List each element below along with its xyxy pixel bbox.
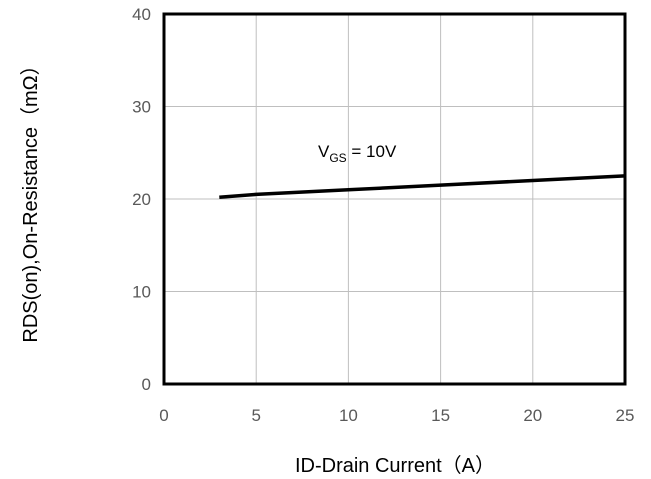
y-tick-label: 10 [132,283,151,302]
y-tick-label: 40 [132,5,151,24]
x-tick-label: 15 [431,406,450,425]
x-tick-label: 0 [159,406,168,425]
y-axis-label: RDS(on),On-Resistance（mΩ） [19,55,42,342]
plot-frame [162,12,627,386]
x-tick-label: 5 [251,406,260,425]
x-tick-label: 25 [616,406,635,425]
vgs-annotation: VGS = 10V [318,142,397,165]
x-tick-label: 10 [339,406,358,425]
y-tick-label: 20 [132,190,151,209]
y-tick-labels: 0 10 20 30 40 [132,5,151,394]
x-tick-label: 20 [523,406,542,425]
grid [164,14,625,384]
series-line-0 [219,174,626,199]
vgs-annotation-rest: = 10V [347,142,397,161]
vgs-annotation-sub: GS [329,151,346,165]
y-tick-label: 0 [142,375,151,394]
vgs-annotation-main: V [318,142,330,161]
x-tick-labels: 0 5 10 15 20 25 [159,406,634,425]
x-axis-label: ID-Drain Current（A） [295,454,495,477]
y-tick-label: 30 [132,98,151,117]
series-layer [219,174,626,199]
